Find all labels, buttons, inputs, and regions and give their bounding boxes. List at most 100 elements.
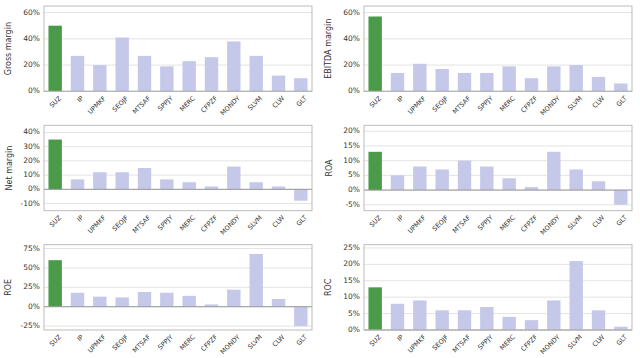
x-tick-label: SUZ bbox=[368, 94, 383, 109]
x-tick-label: SLVM bbox=[246, 333, 264, 351]
x-tick-label: SUZ bbox=[48, 213, 63, 228]
plot-frame bbox=[44, 125, 312, 210]
bars bbox=[368, 17, 627, 92]
y-tick-label: 5% bbox=[348, 309, 360, 318]
bar bbox=[391, 175, 404, 190]
y-tick-label: 20% bbox=[23, 156, 40, 165]
x-tick-label: IP bbox=[396, 214, 406, 224]
bar bbox=[458, 161, 471, 190]
zero-line bbox=[44, 306, 312, 307]
bar bbox=[435, 310, 448, 330]
y-tick-label: 15% bbox=[343, 141, 360, 150]
bar bbox=[294, 189, 307, 200]
y-tick-label: 60% bbox=[343, 8, 360, 17]
x-tick-label: MONDY bbox=[219, 333, 242, 356]
bar bbox=[592, 310, 605, 330]
x-tick-label: SEOJF bbox=[431, 333, 450, 352]
x-tick-label: SUZ bbox=[368, 213, 383, 228]
bar bbox=[182, 296, 195, 307]
bar bbox=[435, 169, 448, 190]
y-tick-label: 30% bbox=[23, 142, 40, 151]
bar bbox=[160, 66, 173, 91]
bar bbox=[592, 181, 605, 190]
plot-frame bbox=[364, 6, 632, 91]
x-tick-label: SEOJF bbox=[111, 333, 130, 352]
x-tick-label: MERC bbox=[498, 213, 517, 232]
grid-line bbox=[364, 247, 632, 248]
x-tick-label: SUZ bbox=[48, 333, 63, 348]
plot-area bbox=[44, 245, 312, 330]
x-tick-label: SLVM bbox=[246, 214, 264, 232]
bar bbox=[205, 57, 218, 91]
bar bbox=[227, 41, 240, 91]
x-tick-label: IP bbox=[396, 333, 406, 343]
x-tick-label: UPMKF bbox=[86, 333, 108, 355]
bar bbox=[614, 83, 627, 91]
x-tick-label: UPMKF bbox=[86, 94, 108, 116]
grid-line bbox=[364, 264, 632, 265]
bar bbox=[249, 254, 262, 307]
grid-line bbox=[44, 267, 312, 268]
bar bbox=[413, 300, 426, 330]
grid-line bbox=[364, 175, 632, 176]
bar bbox=[480, 167, 493, 191]
grid-line bbox=[44, 12, 312, 13]
y-tick-label: 20% bbox=[343, 60, 360, 69]
y-tick-label: 20% bbox=[23, 60, 40, 69]
x-tick-label: CLW bbox=[591, 333, 607, 349]
panel: -5%0%5%10%15%20%SUZIPUPMKFSEOJFMTSAFSPPJ… bbox=[325, 125, 633, 236]
grid-line bbox=[44, 306, 312, 307]
bar bbox=[569, 261, 582, 330]
y-tick-label: 40% bbox=[23, 127, 40, 136]
x-tick-label: SLVM bbox=[246, 94, 264, 112]
x-tick-label: GLT bbox=[295, 94, 309, 108]
grid-line bbox=[44, 203, 312, 204]
x-tick-label: SPPJY bbox=[476, 333, 494, 351]
bar bbox=[525, 78, 538, 91]
bar bbox=[115, 38, 128, 92]
y-axis-label: Gross margin bbox=[5, 22, 14, 75]
x-tick-label: CLW bbox=[271, 94, 287, 110]
x-tick-label: UPMKF bbox=[406, 214, 428, 236]
x-tick-label: SPPJY bbox=[476, 214, 494, 232]
bars bbox=[368, 152, 627, 205]
chart-figure: 0%20%40%60%SUZIPUPMKFSEOJFMTSAFSPPJYMERC… bbox=[0, 0, 640, 358]
bar bbox=[48, 140, 61, 190]
x-tick-label: CLW bbox=[271, 213, 287, 229]
bar bbox=[182, 61, 195, 91]
bar bbox=[368, 17, 381, 92]
bar bbox=[160, 293, 173, 307]
plot-area bbox=[364, 245, 632, 330]
x-tick-label: MTSAF bbox=[451, 94, 472, 115]
x-tick-label: GLT bbox=[615, 214, 629, 228]
x-tick-label: MERC bbox=[498, 333, 517, 352]
grid-line bbox=[44, 326, 312, 327]
y-tick-label: 40% bbox=[23, 34, 40, 43]
x-tick-label: CFPZF bbox=[519, 214, 539, 234]
x-tick-label: SPPJY bbox=[156, 333, 174, 351]
x-tick-label: SPPJY bbox=[476, 94, 494, 112]
x-tick-label: SEOJF bbox=[111, 94, 130, 113]
grid-line bbox=[364, 297, 632, 298]
y-tick-label: -25% bbox=[21, 321, 40, 330]
x-tick-label: UPMKF bbox=[406, 94, 428, 116]
plot-frame bbox=[44, 245, 312, 330]
x-tick-label: GLT bbox=[295, 333, 309, 347]
x-tick-label: SEOJF bbox=[431, 214, 450, 233]
bar bbox=[502, 66, 515, 91]
grid-line bbox=[44, 132, 312, 133]
plot-area bbox=[44, 6, 312, 91]
x-tick-label: SUZ bbox=[48, 94, 63, 109]
grid-line bbox=[44, 146, 312, 147]
x-tick-label: MONDY bbox=[539, 214, 562, 237]
bar bbox=[614, 190, 627, 205]
bar bbox=[272, 76, 285, 92]
x-tick-label: CFPZF bbox=[199, 94, 219, 114]
bar bbox=[480, 73, 493, 91]
grid-line bbox=[364, 204, 632, 205]
bar bbox=[93, 297, 106, 307]
grid-line bbox=[44, 175, 312, 176]
x-tick-label: CLW bbox=[271, 333, 287, 349]
bar bbox=[93, 172, 106, 189]
bar bbox=[115, 172, 128, 189]
